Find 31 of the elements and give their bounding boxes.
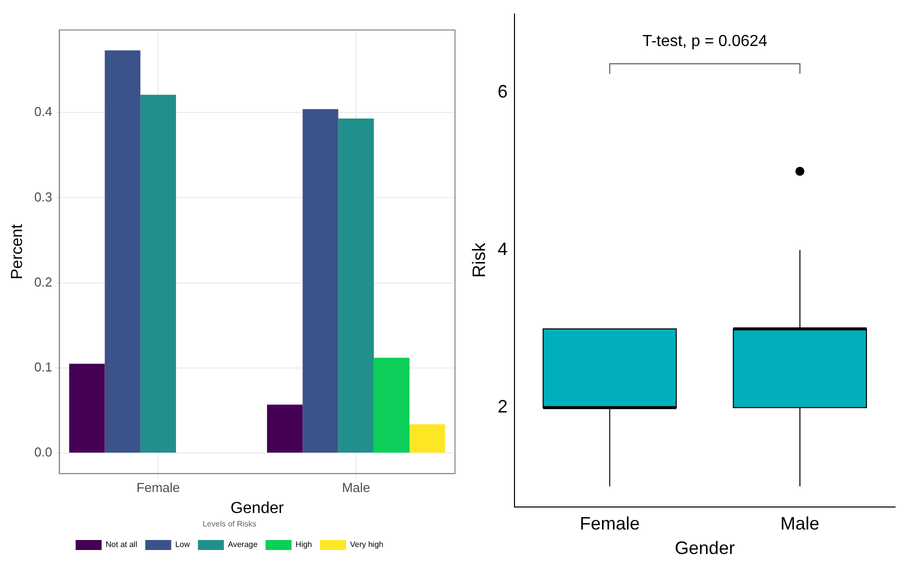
y-tick-label: 0.0 (34, 444, 52, 460)
bar (409, 424, 446, 453)
x-tick-label: Female (136, 480, 180, 495)
y-tick-label: 0.4 (34, 104, 52, 120)
x-tick-label: Male (780, 514, 820, 534)
x-tick-label: Female (580, 514, 640, 534)
legend-label: Very high (350, 540, 384, 550)
y-tick-label: 2 (498, 396, 508, 417)
x-axis-title: Gender (230, 500, 284, 518)
y-tick-label: 4 (498, 239, 508, 260)
legend-label: Low (175, 540, 190, 550)
legend-label: High (296, 540, 312, 550)
bar (104, 50, 140, 453)
y-axis-title: Percent (9, 224, 26, 280)
y-tick-label: 6 (498, 82, 508, 102)
y-tick-label: 0.1 (34, 360, 52, 375)
bar (69, 364, 105, 453)
legend-label: Average (228, 540, 258, 550)
legend-title: Levels of Risks (202, 520, 256, 529)
y-tick-label: 0.2 (34, 274, 52, 290)
y-axis-title: Risk (468, 242, 489, 278)
annotation: T-test, p = 0.0624 (642, 33, 768, 50)
bar (267, 404, 303, 453)
x-axis-title: Gender (674, 538, 735, 558)
x-tick-label: Male (342, 480, 370, 495)
bar (338, 118, 374, 453)
bar (140, 94, 176, 453)
bar (302, 109, 338, 453)
legend-label: Not at all (106, 540, 138, 550)
y-tick-label: 0.3 (34, 189, 52, 204)
bar (374, 358, 410, 453)
